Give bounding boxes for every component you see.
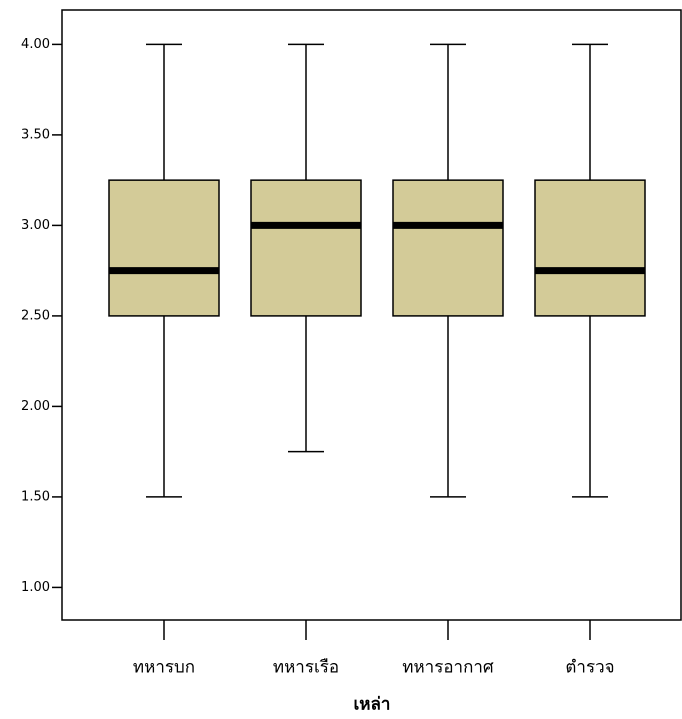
x-tick-label: ทหารเรือ <box>273 658 339 678</box>
y-tick-label: 2.50 <box>21 308 50 323</box>
plot-frame <box>61 9 682 621</box>
y-tick-label: 3.00 <box>21 218 50 233</box>
x-tick-label: ทหารบก <box>133 658 195 678</box>
y-tick-label: 1.50 <box>21 489 50 504</box>
box <box>108 179 220 317</box>
box <box>250 179 362 317</box>
y-tick-label: 3.50 <box>21 127 50 142</box>
y-tick-label: 2.00 <box>21 399 50 414</box>
x-tick-label: ตำรวจ <box>565 658 614 678</box>
box <box>534 179 646 317</box>
box <box>392 179 504 317</box>
x-tick-label: ทหารอากาศ <box>402 658 494 678</box>
y-tick-label: 4.00 <box>21 37 50 52</box>
x-axis-title: เหล่า <box>354 695 391 715</box>
y-tick-label: 1.00 <box>21 580 50 595</box>
